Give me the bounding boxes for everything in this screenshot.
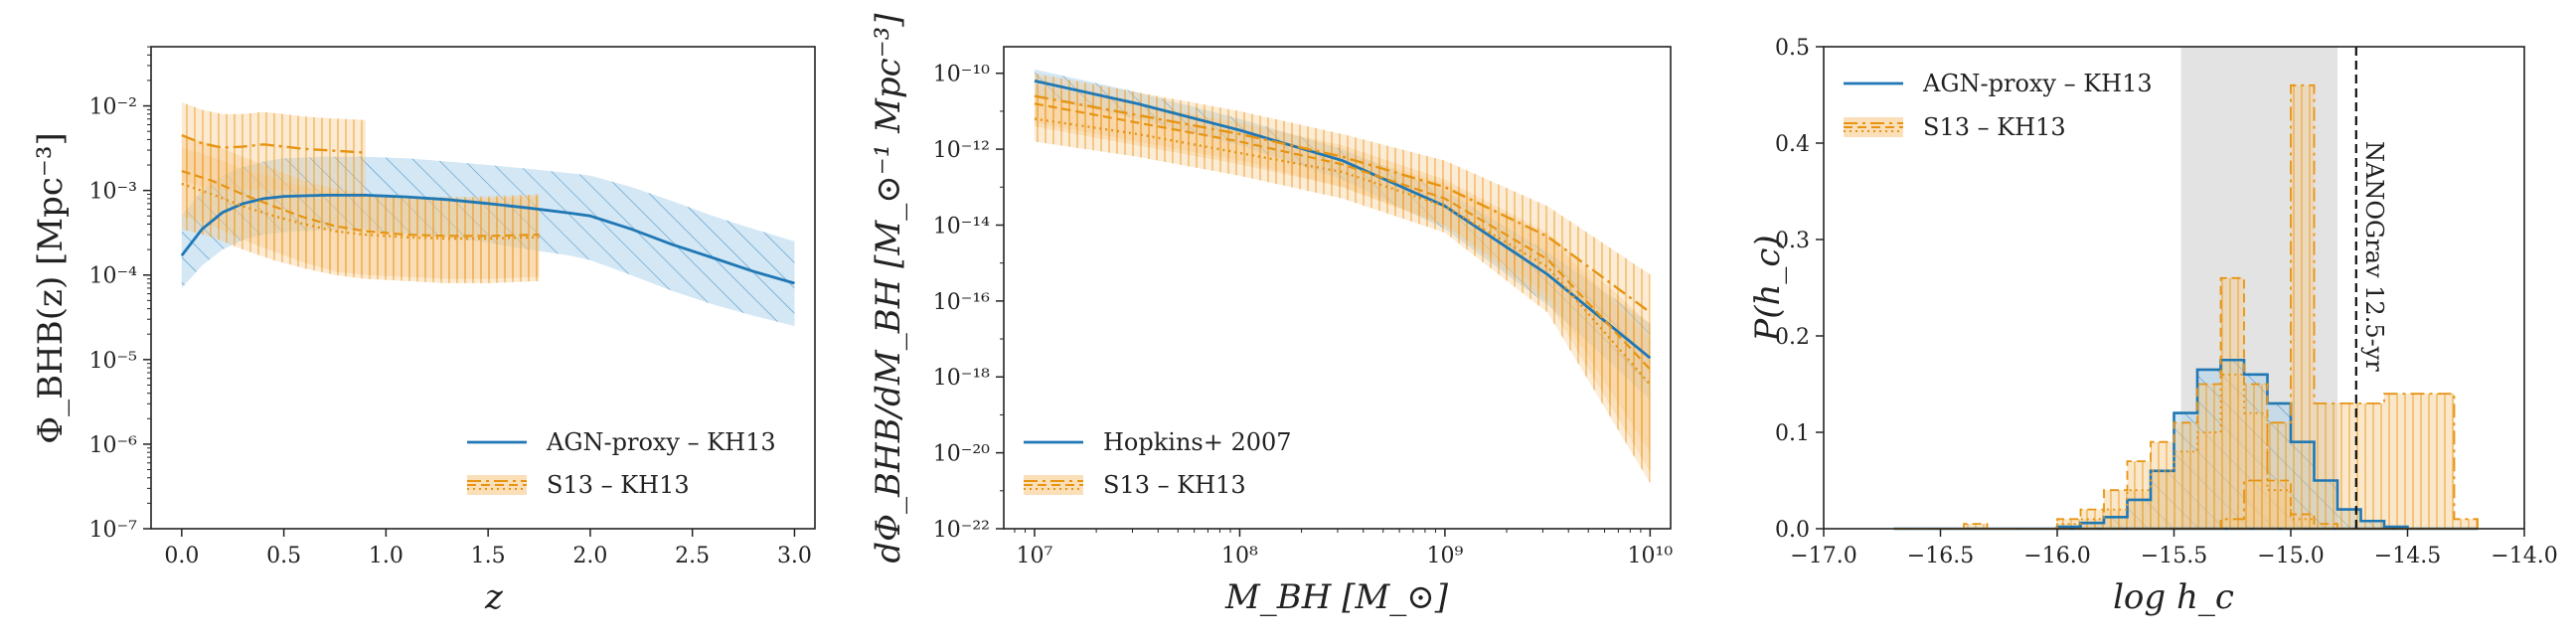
error-band-hatch-4 — [1034, 95, 1651, 484]
series-line-1 — [180, 193, 795, 285]
x-axis-label: M_BH [M_⊙] — [1224, 577, 1449, 617]
y-tick-label: 10⁻¹² — [933, 138, 990, 163]
y-axis-label: dΦ_BHB/dM_BH [M_⊙⁻¹ Mpc⁻³] — [869, 13, 908, 564]
x-tick-label: 1.0 — [369, 544, 403, 568]
legend-label-agn: AGN-proxy – KH13 — [546, 428, 776, 456]
x-tick-label: 2.5 — [675, 544, 710, 568]
y-tick-label: 10⁻⁴ — [89, 264, 138, 289]
x-tick-label: 10⁸ — [1221, 544, 1258, 568]
y-tick-label: 10⁻¹⁸ — [933, 366, 990, 391]
y-axis-label: P(h_c) — [1748, 235, 1788, 342]
x-tick-label: −17.0 — [1790, 544, 1856, 568]
panel-strain-histogram: NANOGrav 12.5-yr −17.0 −16.5 −16.0 −15.5 −15… — [1748, 36, 2558, 617]
y-tick-label: 10⁻⁵ — [89, 349, 137, 374]
x-tick-label: 10¹⁰ — [1628, 544, 1674, 568]
hist-hatch-4 — [1893, 374, 2478, 529]
error-band-hatch-4 — [181, 147, 540, 283]
x-tick-label: −15.5 — [2141, 544, 2207, 568]
x-tick-label: −14.0 — [2491, 544, 2557, 568]
y-tick-label: 0.5 — [1775, 36, 1810, 61]
y-tick-label: 0.3 — [1775, 229, 1810, 253]
series-line-3 — [1034, 102, 1652, 371]
legend: AGN-proxy – KH13 S13 – KH13 — [467, 428, 776, 499]
y-axis-label: Φ_BHB(z) [Mpc⁻³] — [31, 132, 71, 443]
x-axis-label: z — [484, 577, 504, 617]
legend-label-s13: S13 – KH13 — [1923, 113, 2066, 141]
y-tick-label: 0.2 — [1775, 325, 1810, 350]
y-tick-label: 10⁻²⁰ — [933, 442, 990, 467]
y-tick-label: 0.0 — [1775, 518, 1810, 543]
y-tick-label: 10⁻³ — [89, 180, 137, 205]
legend-label-hopkins: Hopkins+ 2007 — [1103, 428, 1292, 456]
y-tick-label: 10⁻⁷ — [89, 518, 138, 543]
x-tick-label: −16.5 — [1907, 544, 1974, 568]
legend-label-agn: AGN-proxy – KH13 — [1922, 70, 2153, 97]
legend-label-s13: S13 – KH13 — [1103, 471, 1246, 499]
x-tick-label: −16.0 — [2023, 544, 2090, 568]
x-tick-label: 10⁷ — [1017, 544, 1053, 568]
y-tick-label: 0.4 — [1775, 132, 1810, 157]
x-tick-label: −14.5 — [2374, 544, 2441, 568]
hist-hatch-2 — [1893, 84, 2478, 530]
series-line-4 — [181, 182, 540, 241]
y-tick-label: 10⁻⁶ — [89, 433, 138, 458]
y-tick-label: 10⁻¹⁶ — [933, 290, 990, 315]
y-tick-label: 10⁻¹⁴ — [933, 214, 990, 239]
x-tick-label: 0.5 — [266, 544, 301, 568]
x-tick-label: 10⁹ — [1426, 544, 1463, 568]
x-tick-label: 0.0 — [164, 544, 199, 568]
y-tick-label: 0.1 — [1775, 421, 1810, 446]
y-tick-label: 10⁻² — [89, 95, 137, 120]
x-tick-label: −15.0 — [2257, 544, 2324, 568]
nanograv-label: NANOGrav 12.5-yr — [2360, 141, 2388, 372]
panel-mass-function: 10⁷ 10⁸ 10⁹ 10¹⁰ 10⁻²² 10⁻²⁰ 10⁻¹⁸ 10⁻¹⁶ 10⁻¹⁴ 1… — [869, 13, 1673, 617]
series-line-2 — [181, 133, 366, 154]
legend: AGN-proxy – KH13 S13 – KH13 — [1844, 70, 2153, 141]
x-tick-label: 1.5 — [471, 544, 506, 568]
y-tick-label: 10⁻²² — [933, 518, 990, 543]
x-tick-label: 3.0 — [777, 544, 812, 568]
panel-redshift-density: 0.0 0.5 1.0 1.5 2.0 2.5 3.0 10⁻⁷ 10⁻⁶ 10⁻⁵ 10⁻⁴ 10… — [31, 46, 816, 617]
x-tick-label: 2.0 — [572, 544, 607, 568]
legend-label-s13: S13 – KH13 — [547, 471, 690, 499]
x-axis-label: log h_c — [2113, 577, 2234, 617]
y-tick-label: 10⁻¹⁰ — [933, 63, 990, 87]
legend: Hopkins+ 2007 S13 – KH13 — [1024, 428, 1292, 499]
series-line-1 — [1034, 80, 1652, 360]
